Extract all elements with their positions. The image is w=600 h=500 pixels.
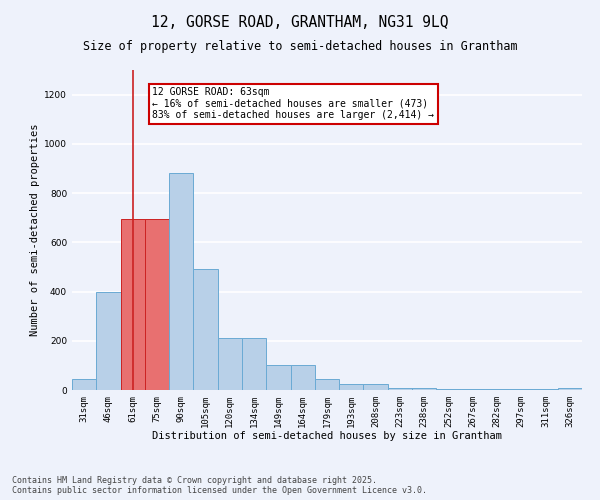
Bar: [121, 219, 145, 390]
Bar: [290, 366, 315, 390]
Bar: [145, 219, 169, 390]
Bar: [533, 389, 558, 390]
Bar: [242, 338, 266, 390]
Bar: [169, 174, 193, 390]
Bar: [72, 379, 96, 390]
Text: 12, GORSE ROAD, GRANTHAM, NG31 9LQ: 12, GORSE ROAD, GRANTHAM, NG31 9LQ: [151, 15, 449, 30]
Text: Size of property relative to semi-detached houses in Grantham: Size of property relative to semi-detach…: [83, 40, 517, 53]
Bar: [485, 389, 509, 390]
Bar: [218, 338, 242, 390]
Bar: [388, 388, 412, 390]
Bar: [339, 384, 364, 390]
Bar: [266, 366, 290, 390]
Bar: [461, 389, 485, 390]
X-axis label: Distribution of semi-detached houses by size in Grantham: Distribution of semi-detached houses by …: [152, 432, 502, 442]
Bar: [193, 270, 218, 390]
Bar: [558, 388, 582, 390]
Bar: [436, 389, 461, 390]
Bar: [96, 292, 121, 390]
Text: Contains HM Land Registry data © Crown copyright and database right 2025.
Contai: Contains HM Land Registry data © Crown c…: [12, 476, 427, 495]
Bar: [412, 388, 436, 390]
Bar: [315, 379, 339, 390]
Y-axis label: Number of semi-detached properties: Number of semi-detached properties: [30, 124, 40, 336]
Bar: [364, 384, 388, 390]
Bar: [509, 389, 533, 390]
Text: 12 GORSE ROAD: 63sqm
← 16% of semi-detached houses are smaller (473)
83% of semi: 12 GORSE ROAD: 63sqm ← 16% of semi-detac…: [152, 87, 434, 120]
